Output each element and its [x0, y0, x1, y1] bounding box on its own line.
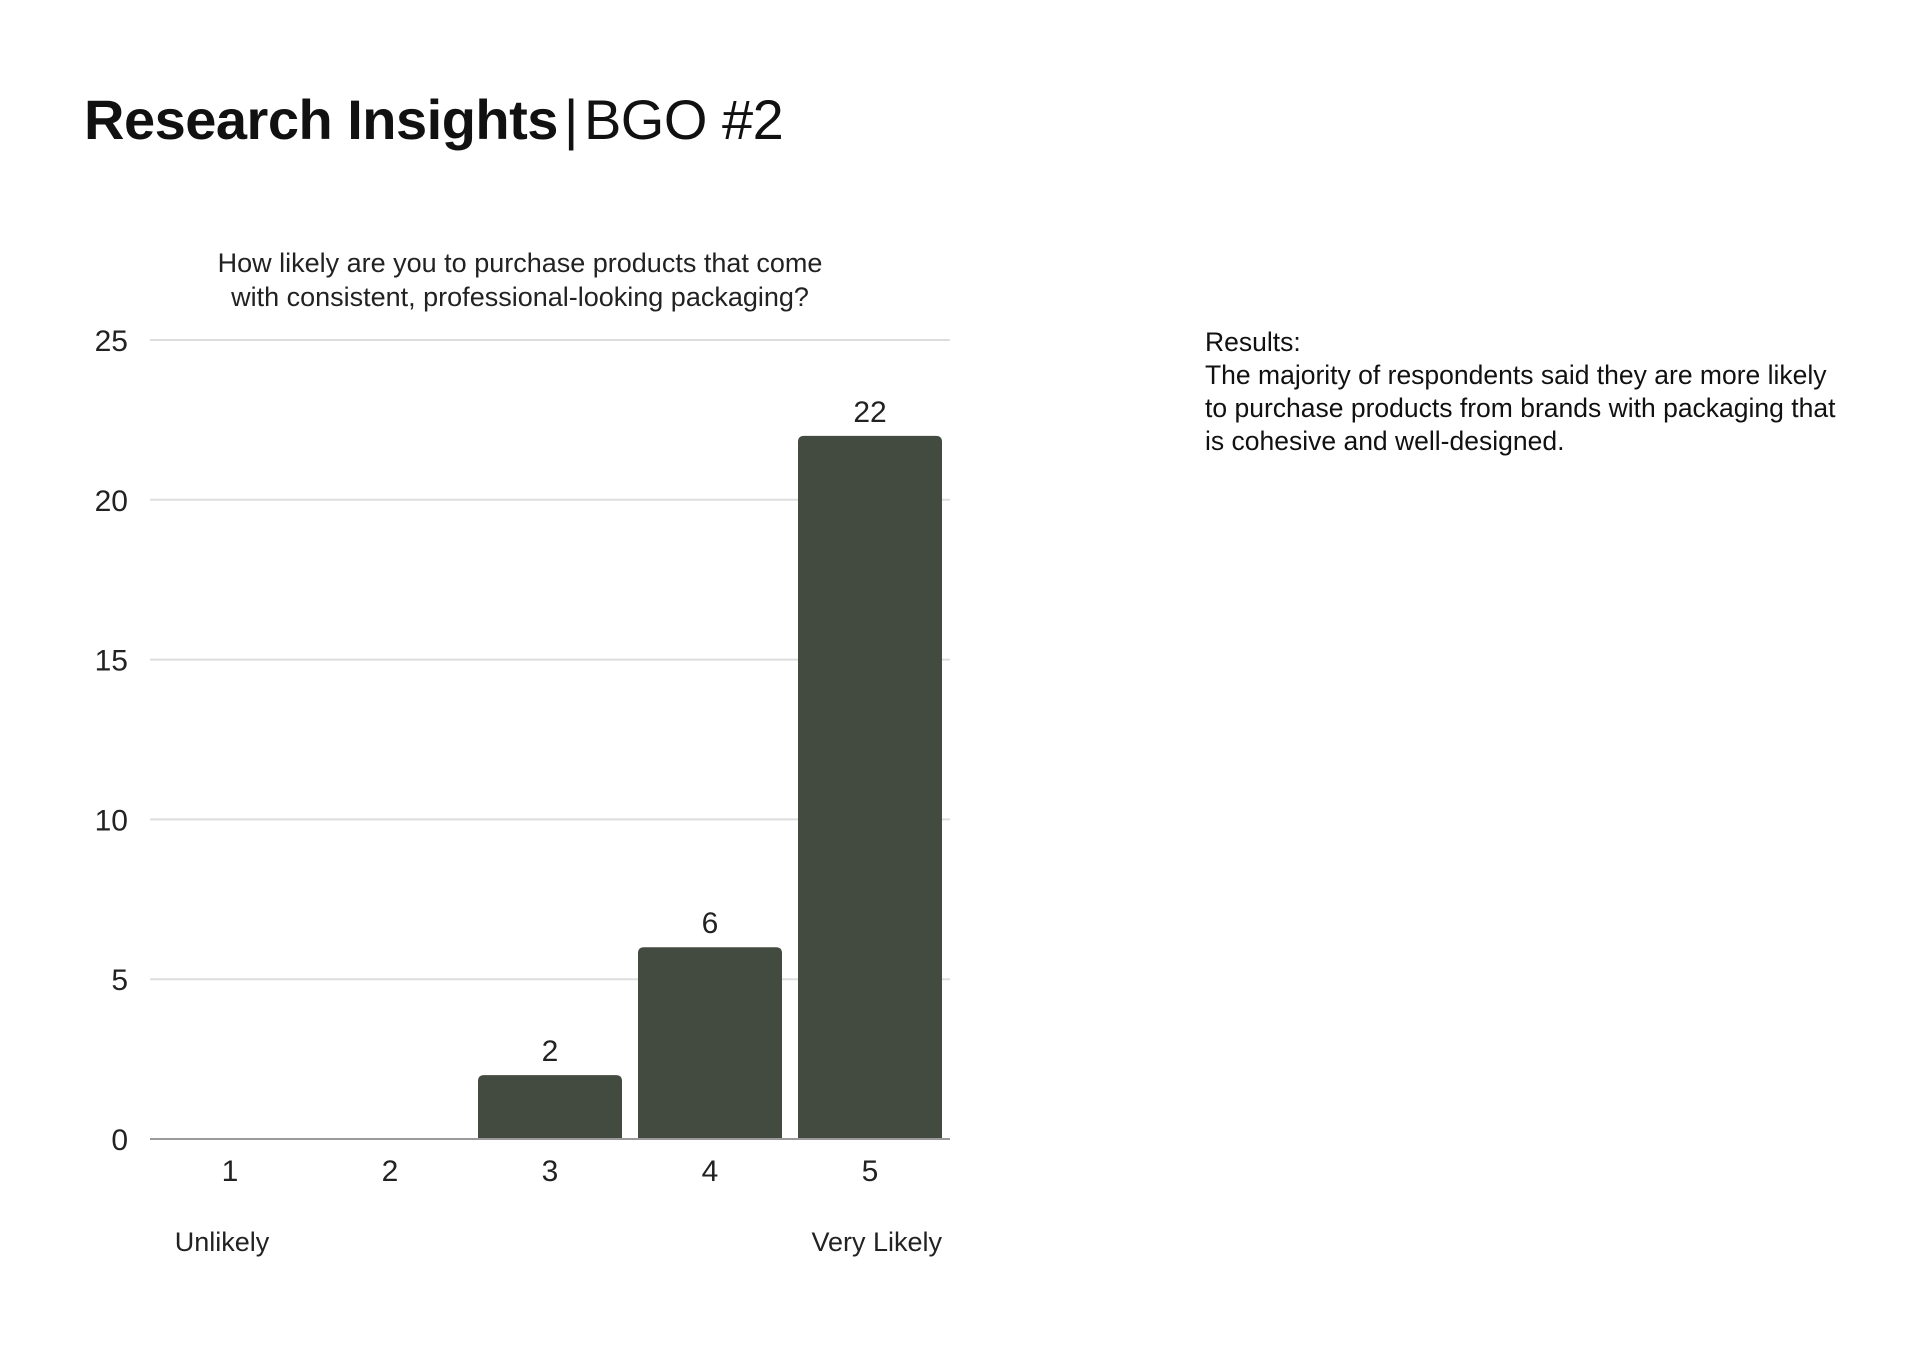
- bar: [478, 1075, 622, 1139]
- x-tick-label: 3: [542, 1155, 559, 1188]
- chart-title-line-1: How likely are you to purchase products …: [217, 248, 823, 278]
- x-tick-label: 1: [222, 1155, 239, 1188]
- page-title-separator: |: [563, 88, 579, 151]
- results-panel: Results: The majority of respondents sai…: [1205, 326, 1845, 458]
- x-tick-label: 5: [862, 1155, 879, 1188]
- data-label: 2: [542, 1035, 559, 1068]
- bar: [638, 947, 782, 1139]
- y-tick-label: 10: [95, 804, 128, 837]
- scale-label-low: Unlikely: [175, 1227, 270, 1257]
- chart-title: How likely are you to purchase products …: [150, 246, 890, 314]
- bar: [798, 435, 942, 1139]
- scale-label-high: Very Likely: [811, 1227, 942, 1257]
- data-label: 6: [702, 907, 719, 940]
- x-tick-label: 4: [702, 1155, 719, 1188]
- page-title-main: Research Insights: [84, 88, 558, 151]
- y-tick-label: 15: [95, 645, 128, 678]
- page-title: Research Insights | BGO #2: [84, 84, 784, 156]
- results-body: The majority of respondents said they ar…: [1205, 360, 1836, 456]
- x-tick-label: 2: [382, 1155, 399, 1188]
- y-tick-label: 0: [111, 1124, 128, 1157]
- page-title-subtitle: BGO #2: [583, 88, 784, 151]
- y-tick-label: 20: [95, 485, 128, 518]
- y-tick-label: 5: [111, 964, 128, 997]
- y-tick-label: 25: [95, 325, 128, 358]
- chart-title-line-2: with consistent, professional-looking pa…: [231, 282, 809, 312]
- data-label: 22: [853, 396, 886, 429]
- results-heading: Results:: [1205, 327, 1301, 357]
